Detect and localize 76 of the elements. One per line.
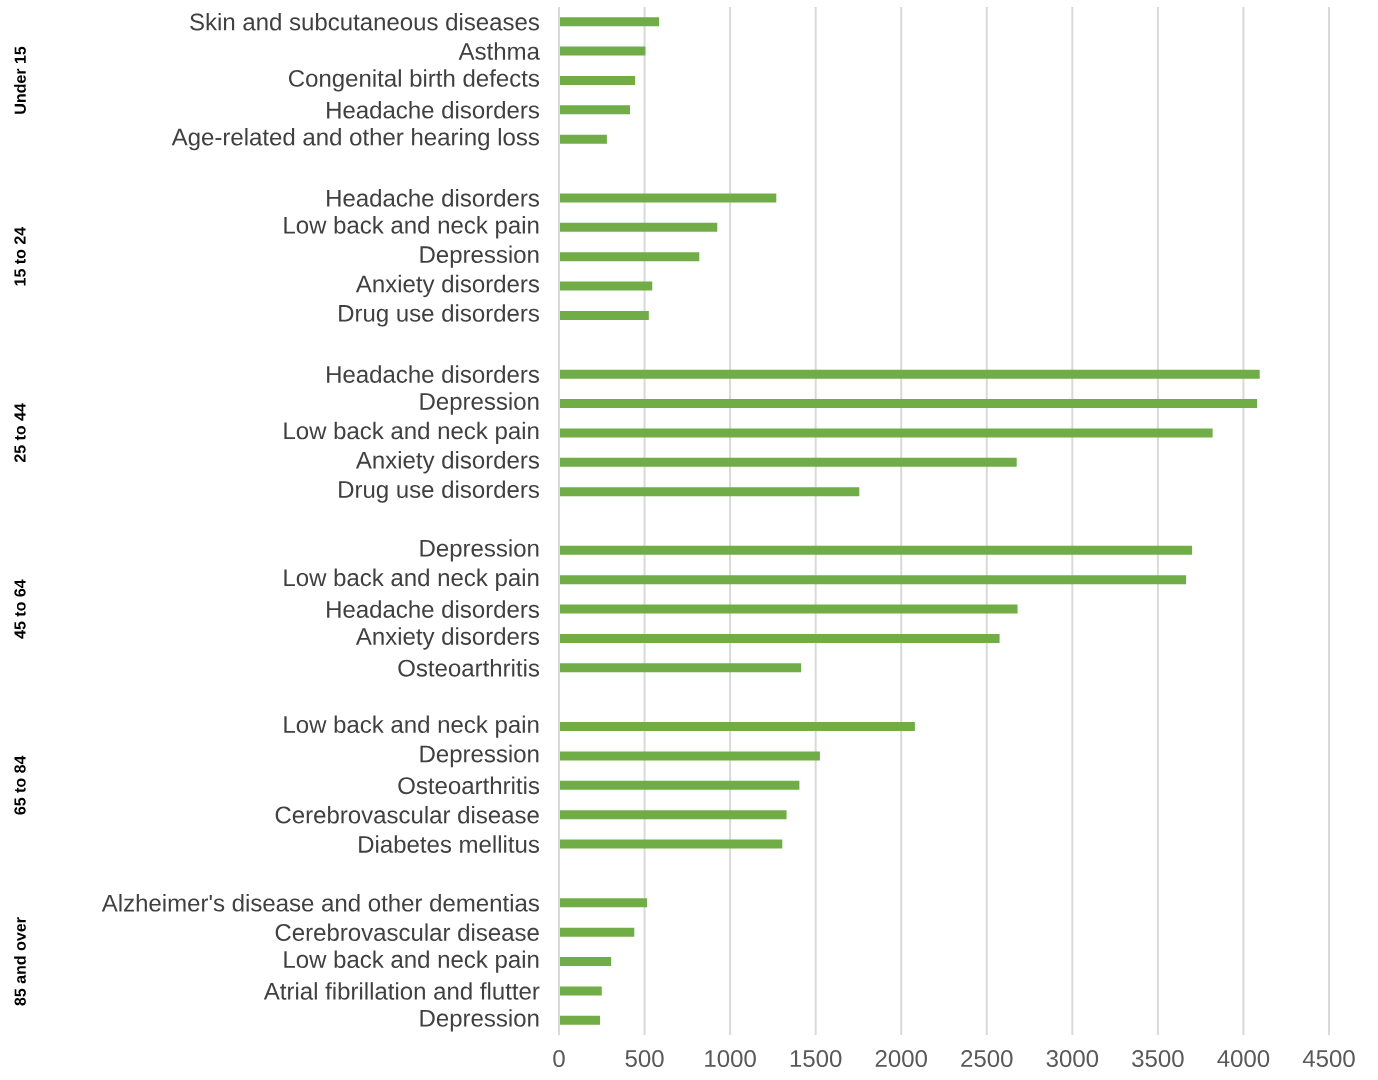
bar bbox=[559, 986, 602, 996]
y-tick-label: Drug use disorders bbox=[339, 480, 540, 503]
bar bbox=[559, 722, 915, 732]
y-tick-label: Depression bbox=[420, 392, 539, 415]
bar bbox=[559, 75, 636, 85]
y-tick-label: Skin and subcutaneous diseases bbox=[190, 12, 539, 31]
bar bbox=[559, 780, 800, 790]
y-tick-label: Drug use disorders bbox=[339, 304, 540, 327]
y-tick-label: Low back and neck pain bbox=[284, 216, 539, 239]
bar bbox=[559, 457, 1017, 467]
y-tick-label: Low back and neck pain bbox=[284, 568, 539, 591]
bar bbox=[559, 487, 860, 497]
y-tick-label: Low back and neck pain bbox=[284, 715, 539, 738]
bar bbox=[559, 545, 1193, 555]
x-tick-label: 4500 bbox=[1302, 1050, 1355, 1068]
y-tick-label: Diabetes mellitus bbox=[359, 835, 540, 853]
y-tick-label: Osteoarthritis bbox=[398, 776, 540, 795]
y-tick-label: Headache disorders bbox=[327, 101, 539, 119]
bar bbox=[559, 751, 820, 761]
x-tick-label: 3000 bbox=[1046, 1050, 1099, 1068]
bar bbox=[559, 428, 1213, 438]
y-tick-label: Anxiety disorders bbox=[355, 627, 540, 650]
bar bbox=[559, 663, 802, 673]
y-tick-label: Cerebrovascular disease bbox=[275, 923, 539, 941]
bar bbox=[559, 898, 648, 908]
y-tick-label: Anxiety disorders bbox=[355, 274, 540, 298]
x-tick-label: 1000 bbox=[705, 1050, 756, 1068]
y-tick-label: Anxiety disorders bbox=[355, 451, 540, 474]
y-tick-label: Headache disorders bbox=[327, 189, 539, 207]
bar bbox=[559, 927, 635, 937]
bar bbox=[559, 399, 1258, 409]
bar bbox=[559, 604, 1018, 614]
bar bbox=[559, 810, 787, 820]
text: 15 to 24 bbox=[14, 226, 26, 286]
text: 45 to 64 bbox=[14, 579, 26, 639]
text: Under 15 bbox=[14, 46, 26, 114]
bar bbox=[559, 839, 783, 849]
text: 65 to 84 bbox=[14, 755, 26, 815]
y-tick-label: Alzheimer's disease and other dementias bbox=[101, 894, 539, 912]
x-tick-label: 2000 bbox=[875, 1050, 927, 1068]
y-tick-label: Depression bbox=[420, 245, 539, 268]
bar bbox=[559, 575, 1187, 585]
y-tick-label: Age-related and other hearing loss bbox=[171, 128, 539, 151]
text: 25 to 44 bbox=[14, 403, 26, 463]
y-tick-label: Low back and neck pain bbox=[284, 950, 539, 973]
text: 85 and over bbox=[14, 917, 26, 1006]
bar bbox=[559, 105, 631, 115]
bar bbox=[559, 310, 649, 320]
bar bbox=[559, 957, 612, 967]
x-tick-label: 500 bbox=[625, 1050, 664, 1068]
x-tick-label: 4000 bbox=[1217, 1050, 1270, 1068]
bar bbox=[559, 252, 700, 262]
bar bbox=[559, 633, 1000, 643]
bar bbox=[559, 134, 607, 144]
y-tick-label: Atrial fibrillation and flutter bbox=[263, 982, 540, 1000]
y-tick-label: Congenital birth defects bbox=[289, 69, 540, 92]
x-tick-label: 3500 bbox=[1132, 1050, 1184, 1068]
y-tick-label: Headache disorders bbox=[327, 365, 539, 383]
bar bbox=[559, 193, 777, 203]
bar bbox=[559, 17, 660, 27]
bar bbox=[559, 222, 718, 232]
bar bbox=[559, 46, 646, 56]
y-tick-label: Osteoarthritis bbox=[398, 659, 540, 677]
y-tick-label: Cerebrovascular disease bbox=[275, 805, 539, 824]
y-tick-label: Asthma bbox=[458, 42, 540, 60]
x-tick-label: 1500 bbox=[790, 1050, 842, 1068]
y-tick-label: Depression bbox=[420, 1009, 539, 1032]
y-tick-label: Depression bbox=[420, 744, 539, 768]
x-tick-label: 0 bbox=[553, 1050, 565, 1068]
y-tick-label: Low back and neck pain bbox=[284, 421, 539, 445]
y-tick-label: Headache disorders bbox=[327, 600, 539, 618]
bar bbox=[559, 369, 1260, 379]
y-tick-label: Depression bbox=[420, 539, 539, 562]
bar bbox=[559, 1015, 601, 1025]
bar bbox=[559, 281, 653, 291]
x-tick-label: 2500 bbox=[961, 1050, 1013, 1068]
